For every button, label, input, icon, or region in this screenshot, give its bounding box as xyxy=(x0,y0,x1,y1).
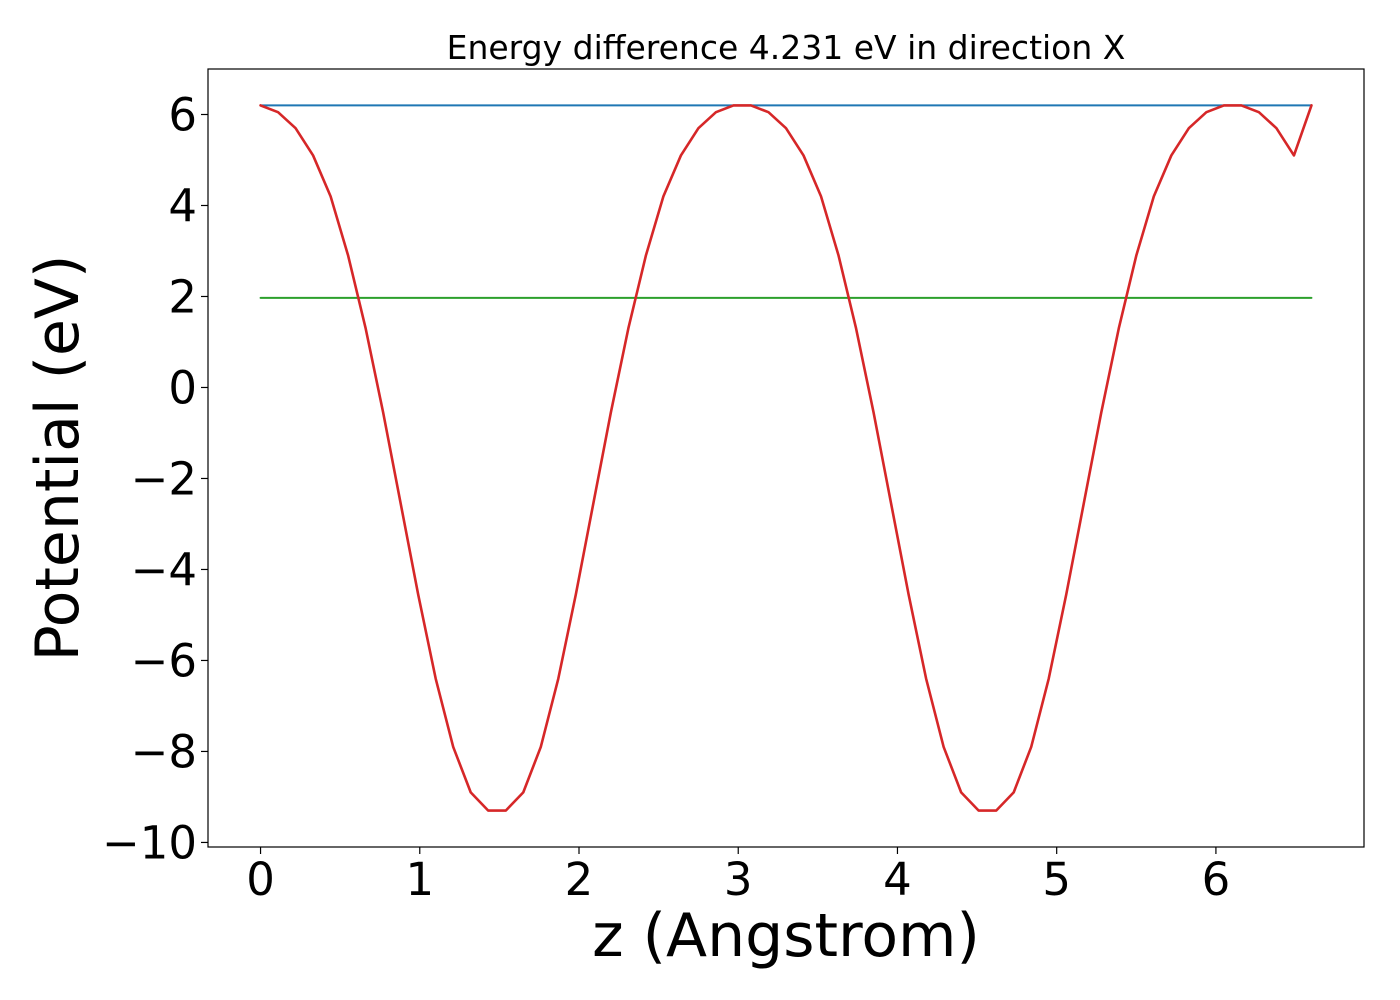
y-tick-label: 6 xyxy=(168,88,197,141)
x-axis-ticks: 0 1 2 3 4 5 6 xyxy=(246,847,1230,906)
plot-frame xyxy=(207,68,1365,848)
y-tick-label: 4 xyxy=(168,179,197,232)
y-tick-label: −4 xyxy=(131,543,197,596)
potential-curve-line xyxy=(259,104,1313,812)
x-tick-label: 5 xyxy=(1042,853,1071,906)
y-tick-label: 2 xyxy=(168,270,197,323)
series-layer xyxy=(259,104,1313,812)
y-tick-label: 0 xyxy=(168,361,197,414)
x-axis-label: z (Angstrom) xyxy=(592,901,980,971)
x-tick-label: 4 xyxy=(883,853,912,906)
y-tick-label: −10 xyxy=(102,816,197,869)
y-tick-label: −8 xyxy=(131,725,197,778)
y-axis-ticks: 6 4 2 0 −2 −4 −6 −8 −10 xyxy=(102,88,208,869)
x-tick-label: 2 xyxy=(565,853,594,906)
y-tick-label: −6 xyxy=(131,634,197,687)
x-tick-label: 0 xyxy=(246,853,275,906)
chart-title: Energy difference 4.231 eV in direction … xyxy=(447,28,1126,67)
y-axis-label: Potential (eV) xyxy=(23,255,93,662)
y-tick-label: −2 xyxy=(131,452,197,505)
x-tick-label: 1 xyxy=(405,853,434,906)
x-tick-label: 3 xyxy=(724,853,753,906)
x-tick-label: 6 xyxy=(1202,853,1231,906)
